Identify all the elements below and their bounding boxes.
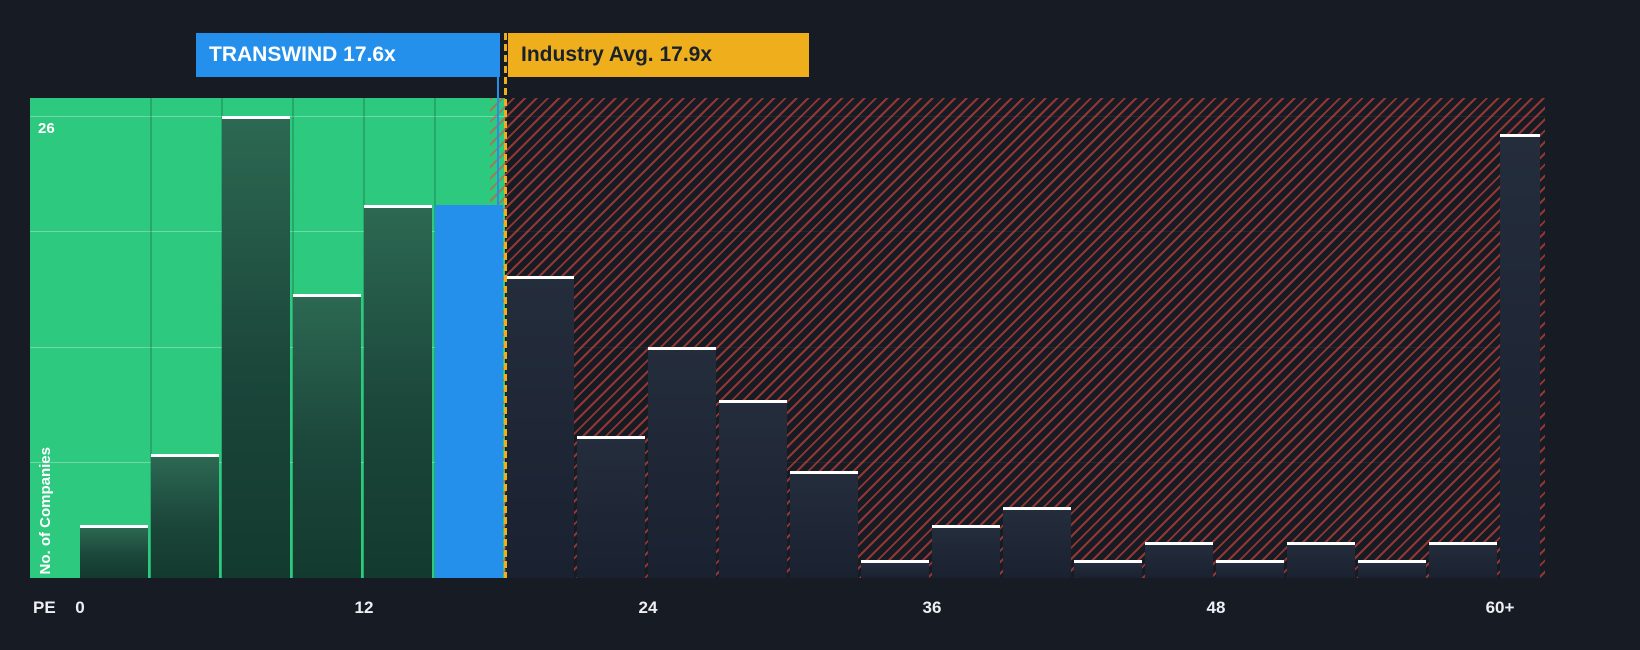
histogram-bar[interactable]	[1145, 542, 1213, 578]
histogram-bar[interactable]	[577, 435, 645, 578]
x-tick-label: 36	[922, 598, 942, 617]
industry-avg-callout: Industry Avg. 17.9x	[508, 33, 809, 77]
company-histogram-bar[interactable]	[435, 204, 503, 578]
x-tick-label: 48	[1206, 598, 1226, 617]
industry-avg-line	[504, 33, 507, 578]
histogram-bar[interactable]	[364, 204, 432, 578]
y-axis-title: No. of Companies	[37, 447, 54, 575]
histogram-bar[interactable]	[1500, 133, 1540, 578]
y-axis-max-label: 26	[38, 120, 55, 137]
histogram-bar[interactable]	[861, 560, 929, 578]
x-tick-label: 24	[638, 598, 658, 617]
histogram-bar[interactable]	[1003, 506, 1071, 578]
histogram-bar[interactable]	[1429, 542, 1497, 578]
histogram-bar[interactable]	[80, 524, 148, 578]
x-axis-pe-label: PE	[33, 598, 56, 617]
histogram-bar[interactable]	[790, 471, 858, 578]
histogram-bar[interactable]	[222, 115, 290, 578]
histogram-bar[interactable]	[648, 346, 716, 578]
histogram-bar[interactable]	[151, 453, 219, 578]
x-axis: PE 0 12 24 36 48 60+	[0, 598, 1640, 624]
company-callout-connector	[497, 76, 499, 205]
histogram-bar[interactable]	[932, 524, 1000, 578]
x-tick-label: 0	[75, 598, 85, 617]
histogram-bar[interactable]	[293, 293, 361, 578]
company-callout: TRANSWIND 17.6x	[196, 33, 500, 77]
x-tick-label: 12	[354, 598, 374, 617]
chart-area: 26 No. of Companies	[30, 33, 1545, 578]
histogram-bar[interactable]	[1287, 542, 1355, 578]
histogram-bar[interactable]	[1074, 560, 1142, 578]
histogram-bar[interactable]	[506, 275, 574, 578]
histogram-bar[interactable]	[1358, 560, 1426, 578]
histogram-bar[interactable]	[1216, 560, 1284, 578]
histogram-bar[interactable]	[719, 400, 787, 578]
bucket-separator	[150, 98, 152, 578]
x-tick-label: 60+	[1485, 598, 1515, 617]
